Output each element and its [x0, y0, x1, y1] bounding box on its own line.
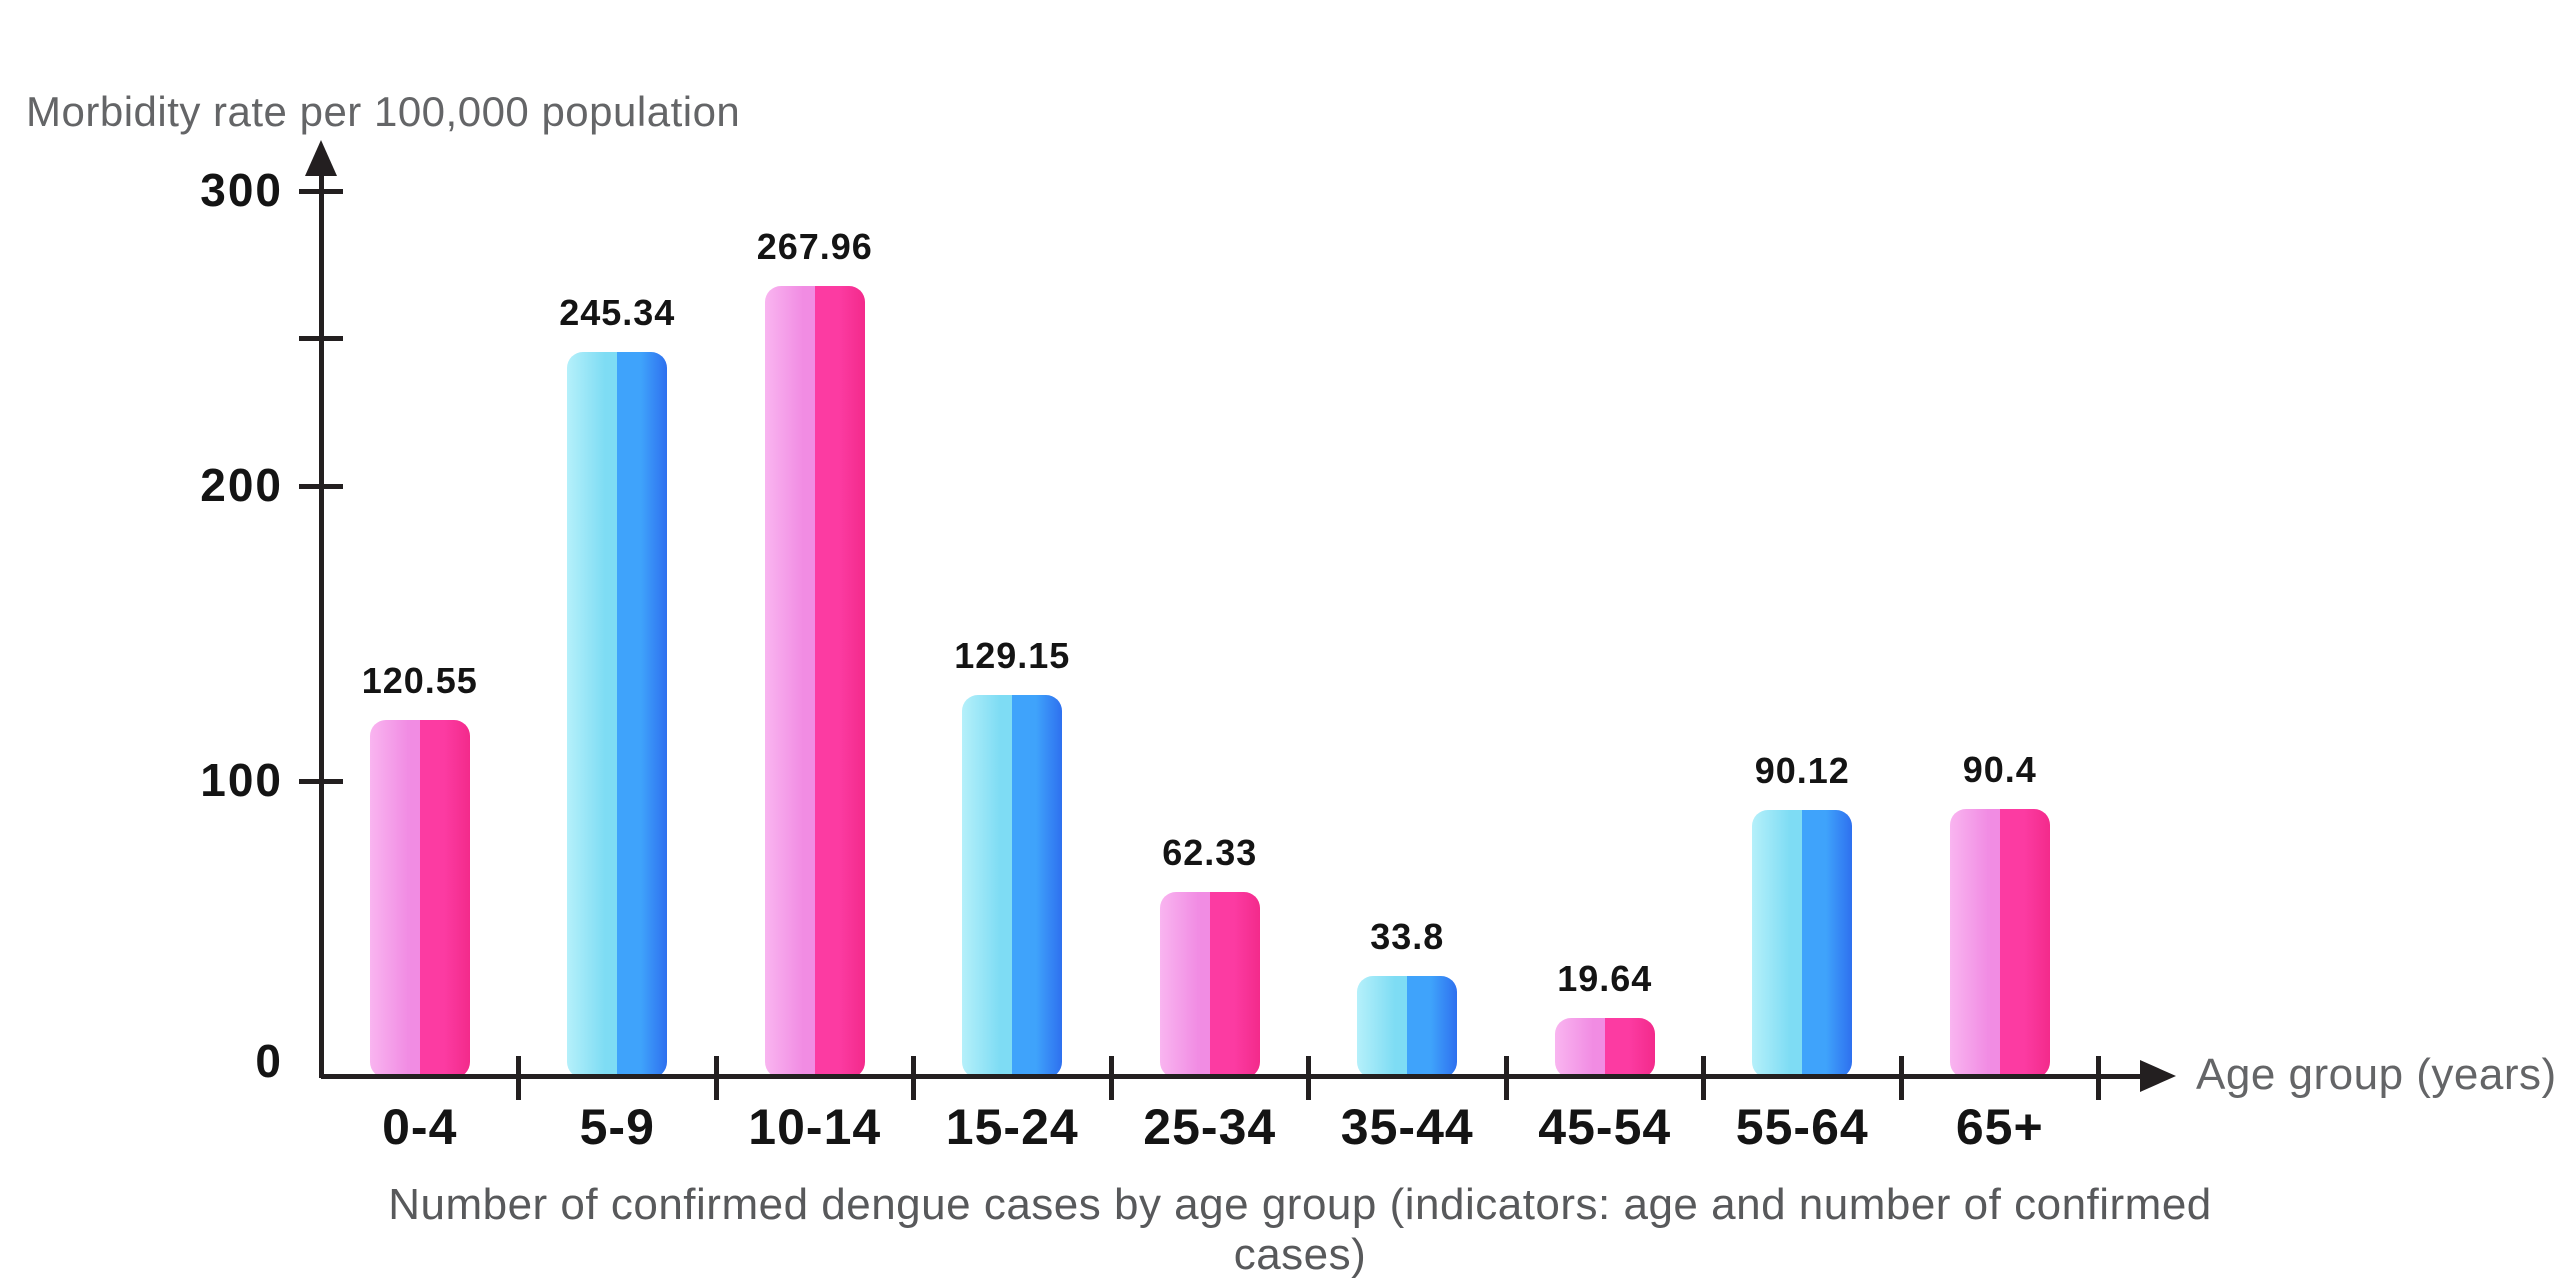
x-axis-arrow-icon [2140, 1060, 2176, 1092]
x-tick [911, 1056, 916, 1100]
y-tick [299, 483, 343, 489]
bar-value-label: 120.55 [361, 660, 478, 702]
x-tick [1503, 1056, 1509, 1100]
bar [962, 695, 1063, 1078]
y-minor-tick [299, 336, 343, 341]
x-tick [516, 1056, 521, 1100]
bar [1949, 809, 2050, 1078]
y-tick-label: 300 [200, 164, 283, 216]
x-category-label: 15-24 [945, 1099, 1079, 1155]
x-category-label: 10-14 [748, 1099, 882, 1155]
x-axis-title: Age group (years) [2196, 1050, 2557, 1099]
x-category-label: 5-9 [579, 1099, 655, 1155]
bar [1159, 892, 1260, 1078]
x-axis [321, 1073, 2140, 1079]
x-category-label: 25-34 [1143, 1099, 1277, 1155]
bar [1554, 1018, 1655, 1078]
x-tick [1898, 1056, 1904, 1100]
y-axis-arrow-icon [305, 140, 337, 176]
bar-value-label: 33.8 [1370, 916, 1445, 958]
y-tick-label: 100 [200, 754, 283, 806]
bar [1357, 976, 1458, 1078]
y-tick-label: 200 [200, 459, 283, 511]
x-category-label: 55-64 [1735, 1099, 1869, 1155]
x-tick [713, 1056, 719, 1100]
bar-value-label: 62.33 [1162, 832, 1258, 874]
bar [369, 720, 470, 1078]
bar-value-label: 129.15 [954, 635, 1071, 676]
y-axis [318, 158, 324, 1078]
y-tick-label: 0 [255, 1035, 283, 1087]
x-category-label: 45-54 [1538, 1099, 1672, 1155]
x-tick [1701, 1056, 1706, 1100]
x-category-label: 35-44 [1340, 1099, 1474, 1155]
bar-value-label: 19.64 [1557, 958, 1653, 1000]
bar [567, 352, 668, 1078]
bar [1752, 810, 1853, 1078]
y-axis-title: Morbidity rate per 100,000 population [26, 88, 741, 135]
bar [764, 285, 865, 1078]
x-category-label: 65+ [1955, 1099, 2044, 1155]
bar-value-label: 90.12 [1754, 750, 1850, 792]
x-tick [1306, 1056, 1311, 1100]
y-tick [299, 778, 343, 784]
x-category-label: 0-4 [382, 1099, 458, 1155]
x-tick [2096, 1056, 2101, 1100]
chart-caption: Number of confirmed dengue cases by age … [388, 1180, 2212, 1279]
bar-value-label: 90.4 [1962, 749, 2037, 791]
bar-value-label: 245.34 [559, 292, 676, 334]
x-tick [1108, 1056, 1114, 1100]
y-tick [299, 188, 343, 194]
bar-value-label: 267.96 [756, 225, 873, 267]
